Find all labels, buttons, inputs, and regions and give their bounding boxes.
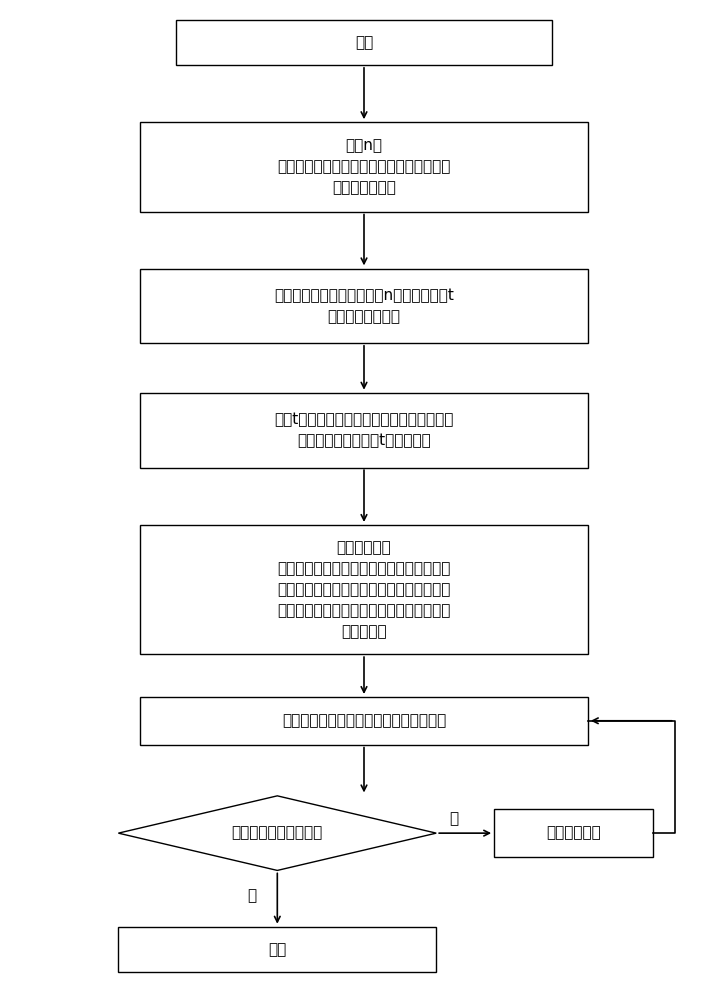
- FancyBboxPatch shape: [119, 927, 436, 972]
- Polygon shape: [119, 796, 436, 870]
- Text: 否: 否: [248, 888, 256, 903]
- FancyBboxPatch shape: [140, 525, 588, 654]
- FancyBboxPatch shape: [176, 20, 552, 65]
- Text: 偏磁电流超过规定值？: 偏磁电流超过规定值？: [232, 826, 323, 841]
- Text: 采用迭代聚类分析方法，从n个站点中选出t
个站点作为测量点: 采用迭代聚类分析方法，从n个站点中选出t 个站点作为测量点: [274, 288, 454, 324]
- Text: 基于多土壤模型下的地电位计算直流偏磁: 基于多土壤模型下的地电位计算直流偏磁: [282, 713, 446, 728]
- FancyBboxPatch shape: [140, 697, 588, 745]
- FancyBboxPatch shape: [140, 269, 588, 343]
- Text: 是: 是: [450, 811, 459, 826]
- Text: 结束: 结束: [268, 942, 286, 957]
- Text: 加装抑制装置: 加装抑制装置: [546, 826, 601, 841]
- Text: 分别计算不同
土壤模型下直流接地极单极运行时各站点的
地电位，利用权重系数矩阵对不同地电位进
行综合加权，得到多土壤模型下每个站点的
综合地电位: 分别计算不同 土壤模型下直流接地极单极运行时各站点的 地电位，利用权重系数矩阵对…: [277, 540, 451, 639]
- Text: 采样t个测量点处的土壤数据，并建立相应的
土壤模型，从而得到t种土壤模型: 采样t个测量点处的土壤数据，并建立相应的 土壤模型，从而得到t种土壤模型: [274, 412, 454, 448]
- FancyBboxPatch shape: [140, 122, 588, 212]
- FancyBboxPatch shape: [140, 393, 588, 468]
- Text: 开始: 开始: [355, 35, 373, 50]
- Text: 建立n个
站点的坐标矩阵并从中选定坐标原点，建立
数学直角坐标系: 建立n个 站点的坐标矩阵并从中选定坐标原点，建立 数学直角坐标系: [277, 138, 451, 195]
- FancyBboxPatch shape: [494, 809, 653, 857]
